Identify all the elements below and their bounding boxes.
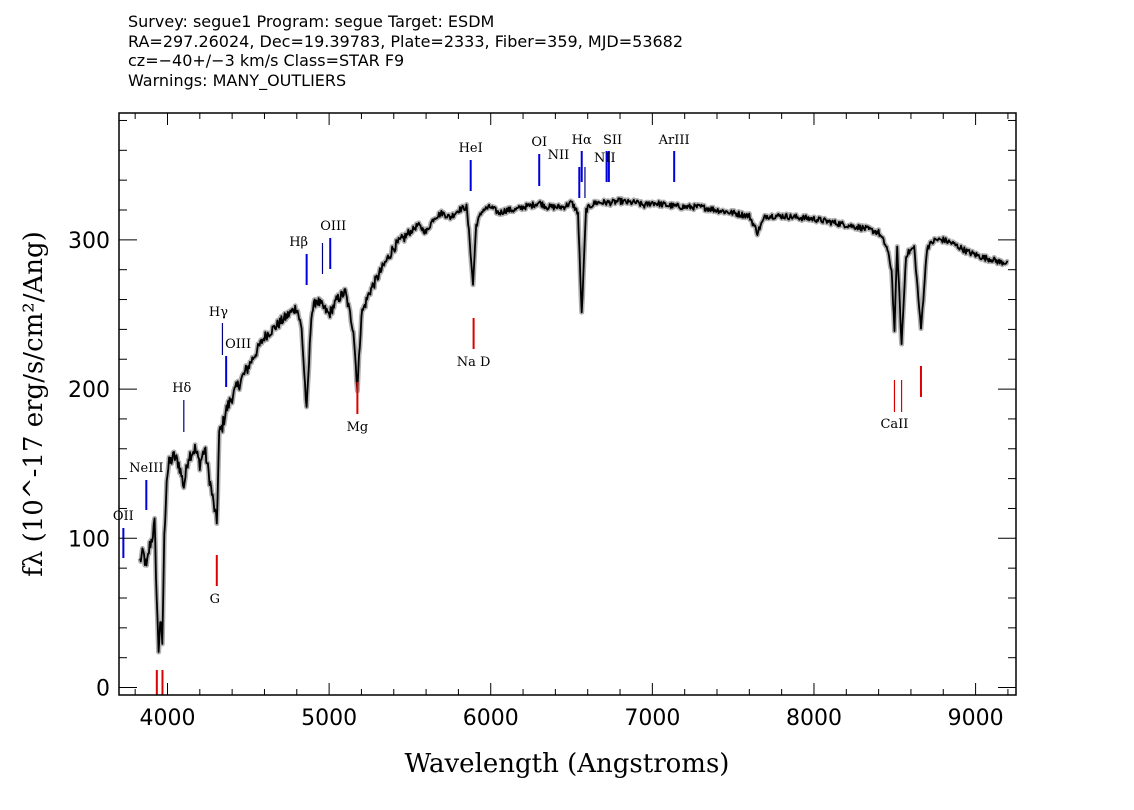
line-label-g: G bbox=[210, 592, 220, 607]
header-redshift-line: cz=−40+/−3 km/s Class=STAR F9 bbox=[128, 51, 405, 70]
x-tick-label: 4000 bbox=[139, 706, 195, 731]
spectrum-error-band bbox=[137, 195, 1010, 655]
header-warnings-line: Warnings: MANY_OUTLIERS bbox=[128, 70, 347, 90]
line-label-mg: Mg bbox=[347, 420, 369, 435]
spectrum-line bbox=[139, 197, 1009, 653]
y-tick-label: 0 bbox=[96, 677, 110, 702]
line-label-hγ: Hγ bbox=[209, 305, 228, 320]
line-label-hδ: Hδ bbox=[172, 381, 191, 396]
line-label-sii: SII bbox=[603, 133, 622, 148]
y-tick-label: 200 bbox=[68, 378, 110, 403]
line-label-sii: NII bbox=[594, 151, 616, 166]
x-tick-label: 9000 bbox=[948, 706, 1004, 731]
plot-frame bbox=[118, 112, 1017, 696]
line-label-oi: OI bbox=[531, 135, 547, 150]
x-tick-label: 8000 bbox=[786, 706, 842, 731]
axes-layer: 4000 5000 6000 7000 8000 9000 0 100 200 300 bbox=[68, 113, 1016, 731]
line-label-neiii: NeIII bbox=[129, 461, 163, 476]
x-tick-label: 5000 bbox=[301, 706, 357, 731]
y-tick-label: 100 bbox=[68, 527, 110, 552]
spectrum-layer bbox=[137, 195, 1010, 655]
spectrum-header: Survey: segue1 Program: segue Target: ES… bbox=[128, 12, 683, 90]
line-label-oiii: OIII bbox=[225, 337, 251, 352]
x-tick-label: 7000 bbox=[624, 706, 680, 731]
line-label-nii: NII bbox=[548, 148, 570, 163]
header-survey-line: Survey: segue1 Program: segue Target: ES… bbox=[128, 12, 495, 31]
line-label-oiii: OIII bbox=[320, 219, 346, 234]
line-label-ariii: ArIII bbox=[658, 133, 690, 148]
line-label-caii: CaII bbox=[880, 417, 908, 432]
line-label-hei: HeI bbox=[459, 141, 483, 156]
x-axis-title: Wavelength (Angstroms) bbox=[405, 749, 730, 779]
y-tick-label: 300 bbox=[68, 229, 110, 254]
line-label-oii: OII bbox=[113, 509, 134, 524]
header-coordinates-line: RA=297.26024, Dec=19.39783, Plate=2333, … bbox=[128, 31, 684, 51]
line-label-hα: Hα bbox=[572, 133, 592, 148]
line-label-hβ: Hβ bbox=[289, 235, 308, 250]
y-axis-title: fλ (10^-17 erg/s/cm²/Ang) bbox=[19, 231, 49, 577]
line-label-na-d: Na D bbox=[457, 355, 491, 370]
x-tick-label: 6000 bbox=[463, 706, 519, 731]
